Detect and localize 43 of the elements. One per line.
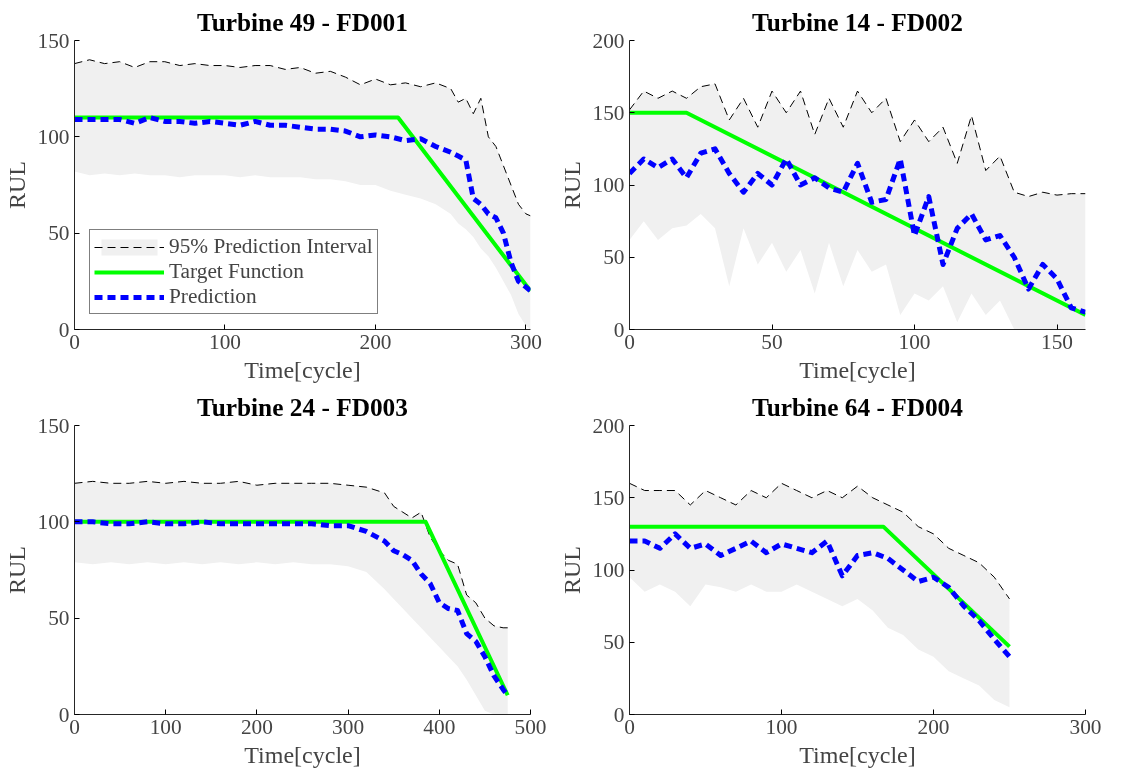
y-tick-label: 200 — [592, 413, 625, 438]
y-axis-title: RUL — [3, 546, 30, 594]
chart-title: Turbine 49 - FD001 — [197, 7, 408, 36]
x-tick-label: 150 — [1041, 329, 1073, 354]
legend-label: 95% Prediction Interval — [169, 234, 373, 259]
x-tick-label: 200 — [240, 714, 273, 739]
x-tick-label: 200 — [359, 329, 392, 354]
y-tick-label: 50 — [603, 630, 625, 655]
x-tick-label: 100 — [898, 329, 931, 354]
x-tick-label: 50 — [761, 329, 783, 354]
y-axis-title: RUL — [558, 161, 585, 209]
y-tick-label: 150 — [37, 28, 70, 53]
y-axis-title: RUL — [558, 546, 585, 594]
x-tick-label: 200 — [917, 714, 950, 739]
chart-title: Turbine 24 - FD003 — [197, 392, 408, 421]
y-tick-label: 100 — [592, 173, 625, 197]
x-tick-label: 300 — [1069, 714, 1102, 739]
x-axis-title: Time[cycle] — [799, 741, 916, 768]
x-axis-title: Time[cycle] — [244, 741, 361, 768]
x-axis-title: Time[cycle] — [244, 356, 361, 383]
y-tick-label: 50 — [603, 245, 625, 270]
y-tick-label: 50 — [48, 606, 70, 631]
y-tick-label: 50 — [48, 221, 70, 246]
y-tick-label: 150 — [592, 100, 625, 125]
legend-label: Target Function — [169, 259, 304, 284]
x-tick-label: 100 — [149, 714, 182, 739]
y-tick-label: 150 — [592, 485, 625, 510]
y-axis-title: RUL — [3, 161, 30, 209]
legend-label: Prediction — [169, 284, 257, 309]
x-axis-title: Time[cycle] — [799, 356, 916, 383]
chart-title: Turbine 64 - FD004 — [752, 392, 964, 421]
y-tick-label: 200 — [592, 28, 625, 53]
x-tick-label: 500 — [514, 714, 547, 739]
x-tick-label: 100 — [765, 714, 798, 739]
x-tick-label: 300 — [332, 714, 365, 739]
x-tick-label: 100 — [209, 329, 241, 354]
x-tick-label: 300 — [509, 329, 542, 354]
y-tick-label: 100 — [37, 124, 70, 149]
chart-title: Turbine 14 - FD002 — [752, 7, 963, 36]
y-tick-label: 150 — [37, 413, 70, 438]
y-tick-label: 100 — [592, 558, 625, 582]
y-tick-label: 100 — [37, 509, 70, 534]
x-tick-label: 400 — [423, 714, 456, 739]
